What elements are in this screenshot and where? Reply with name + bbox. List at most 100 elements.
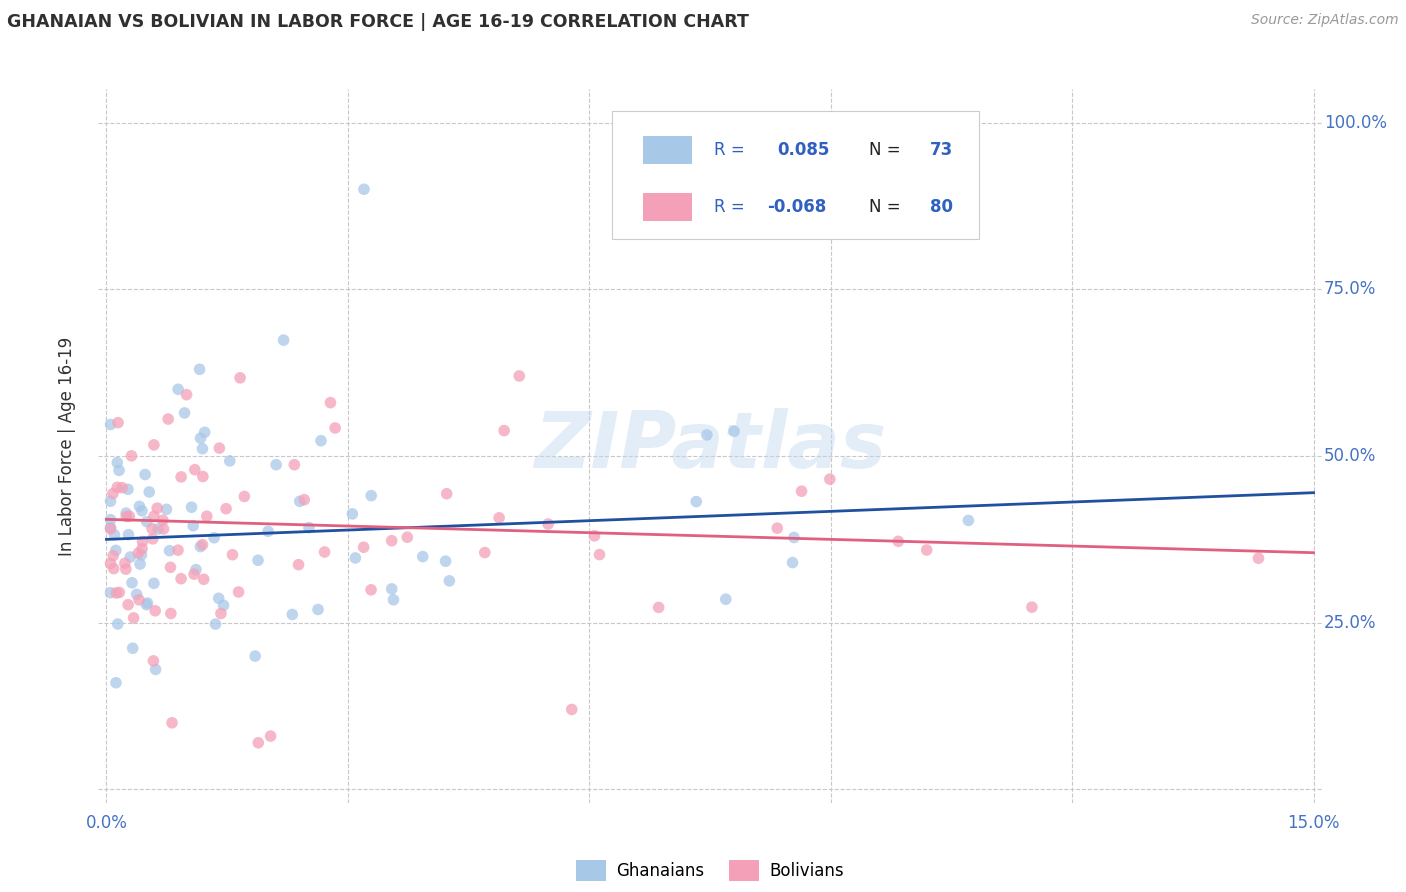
Point <box>298 521 321 535</box>
Point <box>208 591 231 606</box>
Point <box>218 454 240 468</box>
Point <box>131 504 153 518</box>
Bar <box>643 193 692 221</box>
Point <box>190 540 212 554</box>
Point <box>723 425 745 439</box>
Point <box>323 421 346 435</box>
Point <box>114 562 136 576</box>
Point <box>104 543 127 558</box>
Point <box>190 431 212 445</box>
Point <box>292 492 315 507</box>
Point <box>108 585 131 599</box>
Point <box>159 543 181 558</box>
Bar <box>643 136 692 164</box>
Point <box>142 532 165 546</box>
Point <box>342 507 364 521</box>
Point <box>488 511 510 525</box>
Point <box>818 472 841 486</box>
Point <box>537 516 560 531</box>
Point <box>180 500 202 515</box>
Legend: Ghanaians, Bolivians: Ghanaians, Bolivians <box>569 854 851 888</box>
Text: 75.0%: 75.0% <box>1324 280 1376 298</box>
Point <box>105 456 128 470</box>
Point <box>176 387 198 401</box>
Text: N =: N = <box>869 141 901 159</box>
Point <box>115 506 138 520</box>
Point <box>115 509 138 524</box>
Point <box>121 641 143 656</box>
Point <box>782 556 804 570</box>
Point <box>100 513 122 527</box>
Point <box>170 470 193 484</box>
Point <box>209 607 232 621</box>
Point <box>1247 551 1270 566</box>
Point <box>131 534 153 549</box>
Point <box>257 524 280 539</box>
Point <box>344 551 367 566</box>
Point <box>381 533 404 548</box>
Point <box>191 469 214 483</box>
Point <box>128 592 150 607</box>
Point <box>229 371 252 385</box>
Text: Source: ZipAtlas.com: Source: ZipAtlas.com <box>1251 13 1399 28</box>
Point <box>204 617 226 632</box>
Point <box>138 485 160 500</box>
Point <box>129 557 152 571</box>
Point <box>887 534 910 549</box>
Point <box>183 567 205 582</box>
Point <box>360 582 382 597</box>
Point <box>131 541 153 556</box>
Point <box>588 548 610 562</box>
Point <box>157 412 180 426</box>
Point <box>307 602 329 616</box>
Point <box>233 490 256 504</box>
Point <box>146 522 169 536</box>
Point <box>508 368 530 383</box>
Point <box>160 607 183 621</box>
Point <box>131 548 153 562</box>
Point <box>195 509 218 524</box>
Point <box>212 599 235 613</box>
Point <box>117 483 139 497</box>
Text: R =: R = <box>714 141 744 159</box>
Point <box>136 596 159 610</box>
Point <box>170 572 193 586</box>
Point <box>188 362 211 376</box>
Point <box>193 572 215 586</box>
Point <box>436 487 458 501</box>
Y-axis label: In Labor Force | Age 16-19: In Labor Force | Age 16-19 <box>58 336 76 556</box>
Point <box>167 382 190 396</box>
Point <box>142 438 165 452</box>
Point <box>208 441 231 455</box>
Point <box>142 654 165 668</box>
Point <box>121 449 143 463</box>
Point <box>396 530 419 544</box>
Point <box>159 560 181 574</box>
Point <box>121 575 143 590</box>
Text: N =: N = <box>869 198 901 216</box>
Point <box>103 561 125 575</box>
Point <box>314 545 336 559</box>
Point <box>134 467 156 482</box>
Point <box>583 529 606 543</box>
Point <box>184 463 207 477</box>
Point <box>790 484 813 499</box>
Point <box>145 662 167 676</box>
Point <box>117 527 139 541</box>
Point <box>114 556 136 570</box>
Point <box>287 558 309 572</box>
Point <box>434 554 457 568</box>
Point <box>146 501 169 516</box>
Point <box>957 513 980 527</box>
Point <box>111 481 134 495</box>
Point <box>191 442 214 456</box>
Point <box>143 604 166 618</box>
Point <box>117 598 139 612</box>
Point <box>696 428 718 442</box>
Text: 0.085: 0.085 <box>778 141 830 159</box>
Point <box>104 675 127 690</box>
Text: ZIPatlas: ZIPatlas <box>534 408 886 484</box>
Point <box>288 494 311 508</box>
Point <box>191 538 214 552</box>
FancyBboxPatch shape <box>612 111 979 239</box>
